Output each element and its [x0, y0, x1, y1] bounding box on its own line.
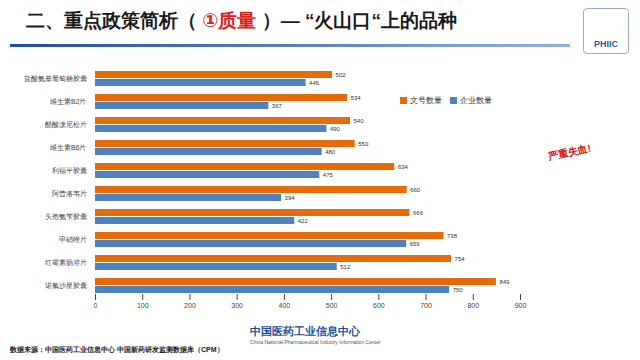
svg-text:200: 200 — [184, 302, 196, 309]
svg-text:534: 534 — [351, 95, 362, 101]
svg-text:394: 394 — [285, 195, 296, 201]
svg-text:754: 754 — [455, 256, 466, 262]
svg-text:800: 800 — [467, 302, 479, 309]
svg-text:660: 660 — [410, 187, 421, 193]
svg-text:甲硝唑片: 甲硝唑片 — [59, 236, 87, 243]
svg-text:550: 550 — [358, 141, 369, 147]
svg-text:634: 634 — [398, 164, 409, 170]
svg-text:500: 500 — [326, 302, 338, 309]
svg-text:盐酸氨基葡萄糖胶囊: 盐酸氨基葡萄糖胶囊 — [24, 75, 87, 82]
svg-text:600: 600 — [373, 302, 385, 309]
svg-text:367: 367 — [272, 103, 283, 109]
svg-text:659: 659 — [410, 241, 421, 247]
html-text:数据来源：中国医药工业信息中心 中国新药研发监测数据库（CP: 数据来源：中国医药工业信息中心 中国新药研发监测数据库（CPM） — [10, 346, 224, 353]
svg-text:利福平胶囊: 利福平胶囊 — [52, 167, 87, 174]
html-text:China National Pharmaceutical: China National Pharmaceutical Industry I… — [250, 339, 381, 345]
html-text:PHIIC: PHIIC — [594, 39, 618, 49]
html-text:中国医药工业信息中心: 中国医药工业信息中心 — [250, 325, 360, 337]
svg-text:512: 512 — [340, 264, 351, 270]
svg-text:红霉素肠溶片: 红霉素肠溶片 — [45, 259, 87, 266]
svg-text:490: 490 — [330, 126, 341, 132]
svg-text:0: 0 — [94, 302, 98, 309]
svg-text:446: 446 — [309, 80, 320, 86]
svg-text:666: 666 — [413, 210, 424, 216]
html-text:严重失血!: 严重失血! — [547, 142, 592, 163]
svg-text:阿昔洛韦片: 阿昔洛韦片 — [52, 190, 87, 197]
svg-text:300: 300 — [231, 302, 243, 309]
svg-text:475: 475 — [323, 172, 334, 178]
svg-text:502: 502 — [336, 72, 347, 78]
svg-text:诺氟沙星胶囊: 诺氟沙星胶囊 — [45, 282, 87, 290]
svg-text:维生素B2片: 维生素B2片 — [50, 98, 87, 105]
html-text:企业数量: 企业数量 — [460, 96, 492, 105]
svg-text:维生素B6片: 维生素B6片 — [50, 144, 87, 151]
svg-text:900: 900 — [515, 302, 527, 309]
svg-text:头孢氨苄胶囊: 头孢氨苄胶囊 — [45, 213, 87, 220]
svg-text:100: 100 — [137, 302, 149, 309]
svg-text:422: 422 — [298, 218, 309, 224]
html-text:文号数量: 文号数量 — [410, 96, 442, 105]
svg-text:540: 540 — [354, 118, 365, 124]
svg-text:醋酸泼尼松片: 醋酸泼尼松片 — [45, 121, 87, 128]
svg-text:849: 849 — [499, 279, 510, 285]
svg-text:400: 400 — [279, 302, 291, 309]
svg-text:700: 700 — [420, 302, 432, 309]
svg-text:480: 480 — [325, 149, 336, 155]
svg-text:738: 738 — [447, 233, 458, 239]
svg-text:750: 750 — [453, 287, 464, 293]
html-text:二、重点政策简析（①质量）— “火山口“上的品种: 二、重点政策简析（①质量）— “火山口“上的品种 — [26, 10, 457, 31]
